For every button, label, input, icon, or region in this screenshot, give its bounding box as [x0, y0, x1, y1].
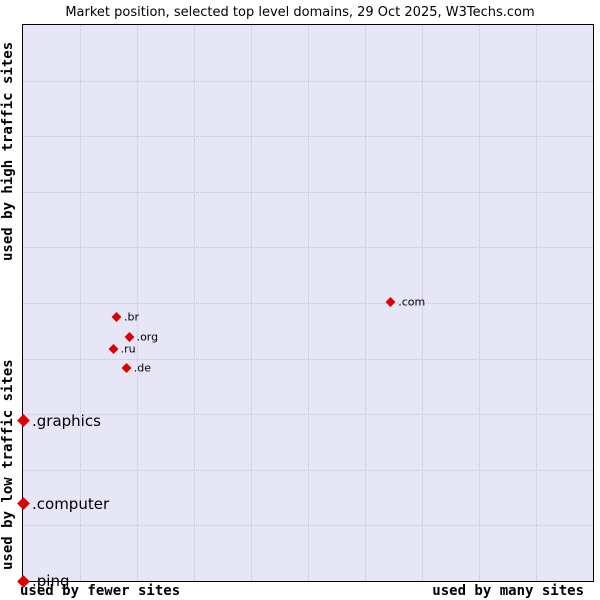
x-axis-label-fewer-sites: used by fewer sites	[20, 583, 181, 599]
grid-line-vertical	[137, 25, 138, 581]
grid-line-vertical	[536, 25, 537, 581]
data-point-org: .org	[124, 330, 159, 344]
grid-line-horizontal	[23, 469, 593, 471]
point-label: .computer	[32, 494, 110, 513]
point-label: .br	[124, 310, 140, 324]
diamond-marker-icon	[385, 296, 396, 307]
grid-line-vertical	[194, 25, 195, 581]
data-point-com: .com	[385, 295, 426, 309]
diamond-marker-icon	[17, 414, 30, 428]
data-point-br: .br	[111, 310, 140, 324]
grid-line-horizontal	[23, 191, 593, 193]
x-axis-label-many-sites: used by many sites	[432, 583, 584, 599]
point-label: .de	[133, 361, 151, 375]
grid-line-horizontal	[23, 414, 593, 416]
diamond-marker-icon	[17, 497, 30, 511]
grid-line-horizontal	[23, 136, 593, 138]
grid-line-vertical	[251, 25, 252, 581]
grid-line-horizontal	[23, 247, 593, 249]
grid-line-horizontal	[23, 358, 593, 360]
point-label: .ru	[120, 342, 136, 356]
data-point-graphics: .graphics	[17, 411, 101, 430]
diamond-marker-icon	[108, 344, 119, 355]
point-label: .ping	[32, 572, 70, 590]
diamond-marker-icon	[111, 311, 122, 322]
chart-title: Market position, selected top level doma…	[65, 5, 535, 20]
data-point-ping: .ping	[17, 572, 70, 590]
grid-line-vertical	[479, 25, 480, 581]
grid-line-vertical	[308, 25, 309, 581]
grid-line-horizontal	[23, 80, 593, 82]
diamond-marker-icon	[121, 363, 132, 373]
grid-line-horizontal	[23, 303, 593, 304]
plot-area: .com .br .org .ru .de .graphics .computer .ping	[17, 24, 594, 590]
point-label: .graphics	[32, 411, 101, 430]
data-point-ru: .ru	[108, 342, 136, 356]
diamond-marker-icon	[124, 331, 135, 342]
data-point-computer: .computer	[17, 494, 110, 513]
grid-line-vertical	[365, 25, 366, 581]
y-axis-label-high-traffic: used by high traffic sites	[0, 41, 16, 261]
y-axis-label-low-traffic: used by low traffic sites	[0, 359, 16, 571]
grid-line-horizontal	[23, 525, 593, 527]
point-label: .com	[398, 295, 426, 309]
point-label: .org	[136, 330, 159, 344]
data-point-de: .de	[121, 361, 151, 375]
